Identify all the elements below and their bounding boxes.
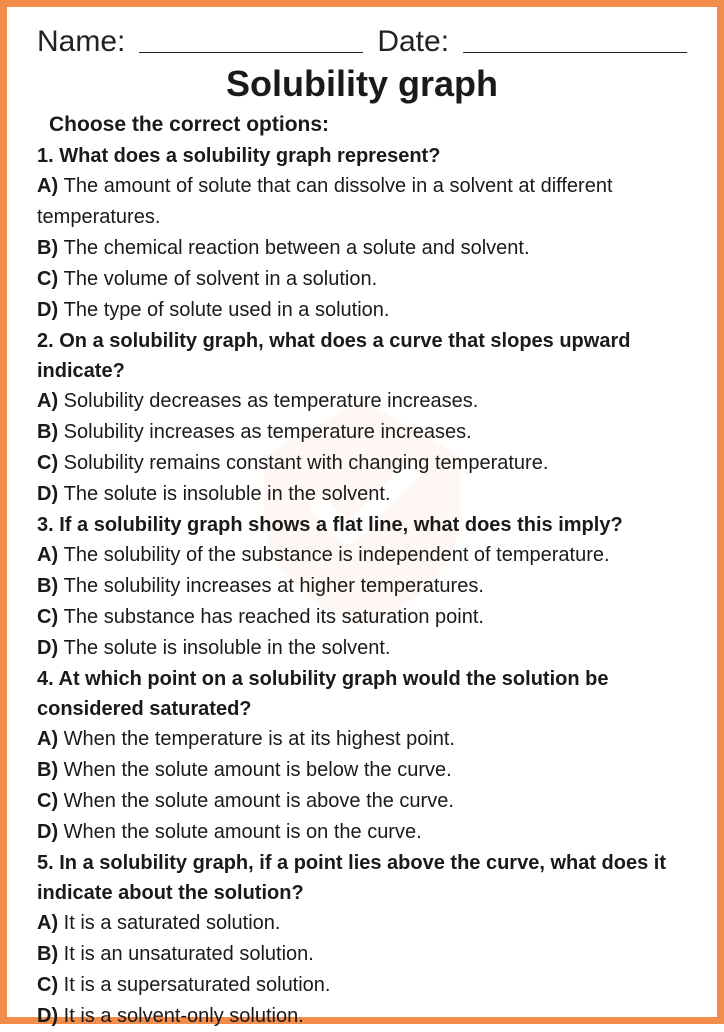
- option-d: D) It is a solvent-only solution.: [37, 1001, 687, 1032]
- option-c: C) It is a supersaturated solution.: [37, 970, 687, 1001]
- option-text: The amount of solute that can dissolve i…: [37, 175, 613, 228]
- option-text: The solubility of the substance is indep…: [64, 544, 610, 566]
- option-letter: D): [37, 299, 64, 321]
- option-text: The solute is insoluble in the solvent.: [64, 637, 391, 659]
- question-text: 3. If a solubility graph shows a flat li…: [37, 510, 687, 540]
- option-b: B) When the solute amount is below the c…: [37, 755, 687, 786]
- option-a: A) The amount of solute that can dissolv…: [37, 171, 687, 233]
- option-letter: B): [37, 943, 64, 965]
- instructions-text: Choose the correct options:: [49, 113, 687, 137]
- option-a: A) It is a saturated solution.: [37, 908, 687, 939]
- option-text: When the solute amount is on the curve.: [64, 821, 422, 843]
- option-letter: D): [37, 821, 64, 843]
- option-letter: A): [37, 912, 64, 934]
- option-c: C) Solubility remains constant with chan…: [37, 448, 687, 479]
- question-text: 5. In a solubility graph, if a point lie…: [37, 848, 687, 908]
- date-input-line[interactable]: [463, 52, 687, 53]
- option-letter: B): [37, 421, 64, 443]
- option-d: D) The solute is insoluble in the solven…: [37, 479, 687, 510]
- option-b: B) The chemical reaction between a solut…: [37, 233, 687, 264]
- option-text: Solubility remains constant with changin…: [64, 452, 549, 474]
- option-c: C) When the solute amount is above the c…: [37, 786, 687, 817]
- option-letter: D): [37, 483, 64, 505]
- option-a: A) Solubility decreases as temperature i…: [37, 386, 687, 417]
- option-b: B) It is an unsaturated solution.: [37, 939, 687, 970]
- option-c: C) The substance has reached its saturat…: [37, 602, 687, 633]
- option-a: A) The solubility of the substance is in…: [37, 540, 687, 571]
- question-text: 2. On a solubility graph, what does a cu…: [37, 326, 687, 386]
- option-letter: B): [37, 759, 64, 781]
- option-text: Solubility increases as temperature incr…: [64, 421, 472, 443]
- option-text: When the temperature is at its highest p…: [64, 728, 455, 750]
- question-text: 4. At which point on a solubility graph …: [37, 664, 687, 724]
- option-text: The solubility increases at higher tempe…: [64, 575, 484, 597]
- option-text: Solubility decreases as temperature incr…: [64, 390, 479, 412]
- option-letter: A): [37, 175, 64, 197]
- option-text: The chemical reaction between a solute a…: [64, 237, 530, 259]
- option-letter: C): [37, 452, 64, 474]
- option-letter: B): [37, 575, 64, 597]
- question-text: 1. What does a solubility graph represen…: [37, 141, 687, 171]
- option-b: B) The solubility increases at higher te…: [37, 571, 687, 602]
- name-label: Name:: [37, 25, 125, 59]
- option-letter: A): [37, 544, 64, 566]
- option-d: D) When the solute amount is on the curv…: [37, 817, 687, 848]
- option-text: The volume of solvent in a solution.: [64, 268, 378, 290]
- option-b: B) Solubility increases as temperature i…: [37, 417, 687, 448]
- option-c: C) The volume of solvent in a solution.: [37, 264, 687, 295]
- option-text: It is an unsaturated solution.: [64, 943, 314, 965]
- option-letter: C): [37, 790, 64, 812]
- option-d: D) The type of solute used in a solution…: [37, 295, 687, 326]
- option-letter: C): [37, 606, 64, 628]
- header-row: Name: Date:: [37, 25, 687, 59]
- option-text: It is a saturated solution.: [64, 912, 281, 934]
- option-letter: A): [37, 728, 64, 750]
- option-letter: D): [37, 637, 64, 659]
- option-text: The substance has reached its saturation…: [64, 606, 484, 628]
- questions-container: 1. What does a solubility graph represen…: [37, 141, 687, 1032]
- option-letter: A): [37, 390, 64, 412]
- option-text: It is a supersaturated solution.: [64, 974, 331, 996]
- worksheet-page: Name: Date: Solubility graph Choose the …: [0, 0, 724, 1024]
- option-letter: C): [37, 974, 64, 996]
- option-text: When the solute amount is above the curv…: [64, 790, 454, 812]
- option-d: D) The solute is insoluble in the solven…: [37, 633, 687, 664]
- worksheet-title: Solubility graph: [37, 63, 687, 105]
- option-a: A) When the temperature is at its highes…: [37, 724, 687, 755]
- option-letter: C): [37, 268, 64, 290]
- option-text: When the solute amount is below the curv…: [64, 759, 452, 781]
- name-input-line[interactable]: [139, 52, 363, 53]
- option-letter: B): [37, 237, 64, 259]
- date-label: Date:: [377, 25, 449, 59]
- option-text: The type of solute used in a solution.: [64, 299, 390, 321]
- option-text: The solute is insoluble in the solvent.: [64, 483, 391, 505]
